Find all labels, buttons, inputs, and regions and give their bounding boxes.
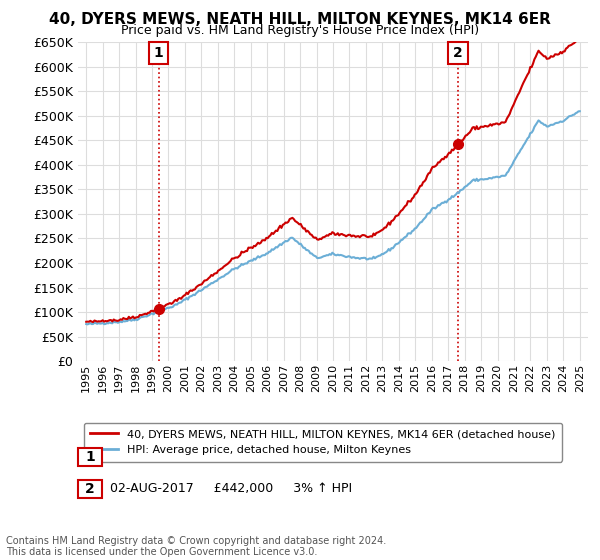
Text: 2: 2 [85, 482, 95, 496]
Text: 02-AUG-2017     £442,000     3% ↑ HPI: 02-AUG-2017 £442,000 3% ↑ HPI [110, 482, 352, 496]
Text: 1: 1 [85, 450, 95, 464]
Text: Contains HM Land Registry data © Crown copyright and database right 2024.
This d: Contains HM Land Registry data © Crown c… [6, 535, 386, 557]
Text: Price paid vs. HM Land Registry's House Price Index (HPI): Price paid vs. HM Land Registry's House … [121, 24, 479, 37]
Legend: 40, DYERS MEWS, NEATH HILL, MILTON KEYNES, MK14 6ER (detached house), HPI: Avera: 40, DYERS MEWS, NEATH HILL, MILTON KEYNE… [83, 423, 562, 461]
Text: 2: 2 [453, 46, 463, 60]
FancyBboxPatch shape [78, 448, 103, 466]
Text: 40, DYERS MEWS, NEATH HILL, MILTON KEYNES, MK14 6ER: 40, DYERS MEWS, NEATH HILL, MILTON KEYNE… [49, 12, 551, 27]
FancyBboxPatch shape [448, 42, 468, 64]
Text: 1: 1 [154, 46, 163, 60]
FancyBboxPatch shape [78, 480, 103, 498]
Text: 28-MAY-1999     £107,000     5% ↓ HPI: 28-MAY-1999 £107,000 5% ↓ HPI [110, 450, 350, 464]
FancyBboxPatch shape [149, 42, 169, 64]
